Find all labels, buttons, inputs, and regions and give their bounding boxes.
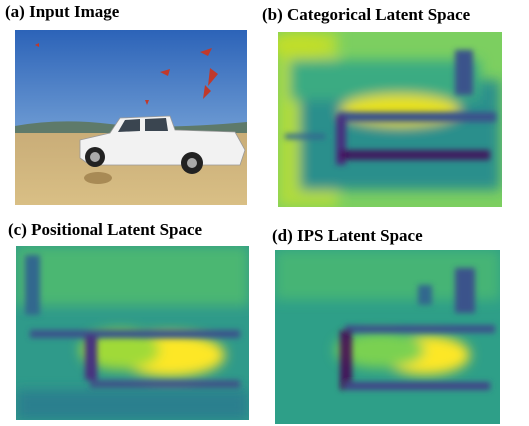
ips-heatmap [275, 250, 500, 424]
panel-title: (b) Categorical Latent Space [262, 5, 470, 25]
input-image [15, 30, 247, 205]
positional-heatmap [16, 246, 249, 420]
panel-title: (c) Positional Latent Space [8, 220, 202, 240]
panel-title: (a) Input Image [5, 2, 119, 22]
panel-title: (d) IPS Latent Space [272, 226, 423, 246]
figure: (a) Input Image (b) Categorical Latent S… [0, 0, 529, 426]
figure-images [0, 0, 529, 426]
categorical-heatmap [270, 31, 502, 207]
